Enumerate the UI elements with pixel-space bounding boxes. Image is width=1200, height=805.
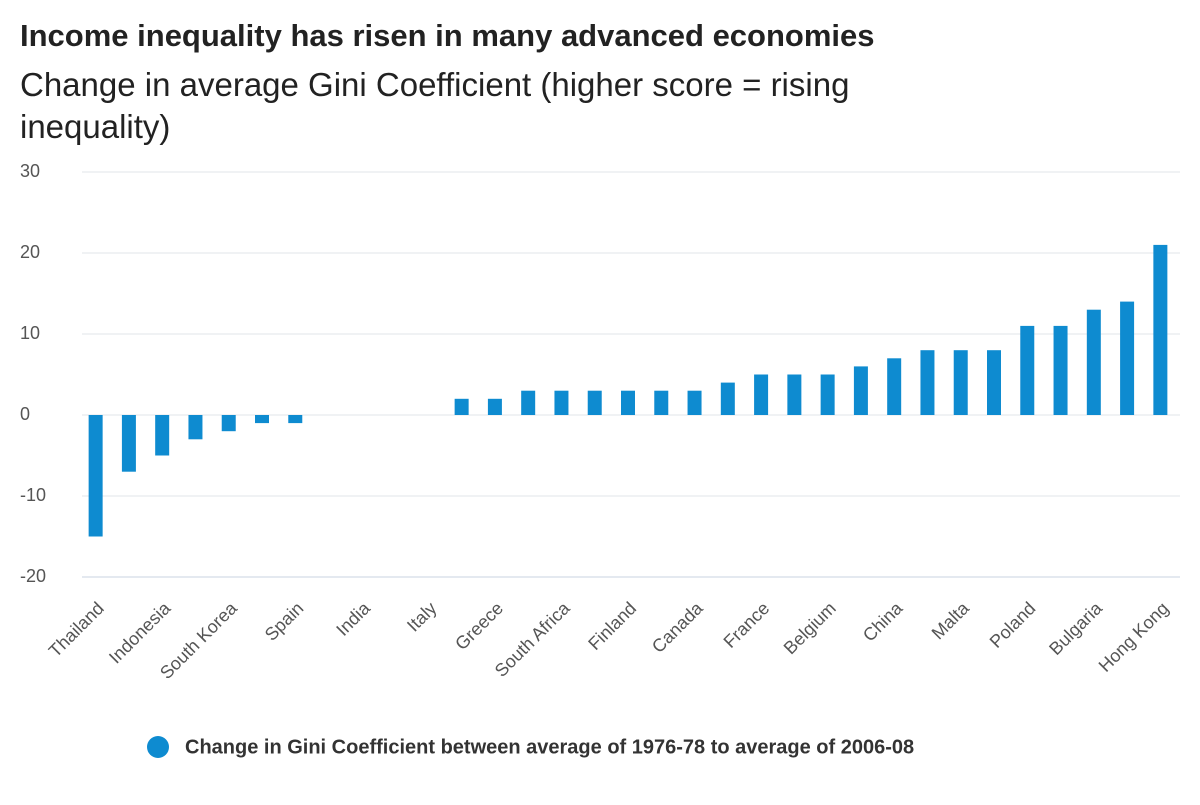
legend-label: Change in Gini Coefficient between avera… [185, 736, 914, 758]
subtitle-box: Change in average Gini Coefficient (high… [20, 66, 850, 145]
bar [155, 415, 170, 456]
x-tick-label: Thailand [45, 598, 108, 661]
bar [953, 350, 968, 415]
bar [687, 390, 702, 415]
bar [487, 398, 502, 415]
x-tick-label: India [332, 597, 374, 639]
bar [720, 382, 735, 415]
chart-subtitle: Change in average Gini Coefficient (high… [20, 66, 850, 145]
x-tick-label: Finland [584, 598, 640, 654]
x-tick-label: Hong Kong [1095, 598, 1173, 676]
x-tick-label: Poland [986, 598, 1040, 652]
y-tick-label: 20 [20, 242, 40, 262]
bar [255, 415, 269, 424]
x-tick-label: Malta [928, 597, 974, 643]
bar [454, 398, 469, 415]
bar [820, 374, 835, 415]
bar [654, 390, 669, 415]
x-tick-label: Canada [648, 597, 707, 656]
y-tick-label: 0 [20, 404, 30, 424]
y-tick-label: 30 [20, 161, 40, 181]
bar [754, 374, 769, 415]
x-tick-label: Italy [403, 598, 440, 635]
bar [121, 415, 136, 472]
bar [920, 350, 935, 415]
bar [887, 358, 902, 415]
bar [787, 374, 802, 415]
bar [521, 390, 536, 415]
y-tick-label: -10 [20, 485, 46, 505]
y-tick-label: 10 [20, 323, 40, 343]
bar [621, 390, 635, 415]
x-tick-label: Indonesia [105, 597, 175, 667]
bar [554, 390, 569, 415]
bar [188, 415, 203, 440]
bar [987, 350, 1001, 415]
bar [853, 366, 868, 415]
legend-marker [147, 736, 169, 758]
x-tick-label: China [859, 597, 907, 645]
bar [1020, 325, 1035, 415]
chart-title: Income inequality has risen in many adva… [20, 18, 875, 53]
bar [587, 390, 602, 415]
bar [88, 415, 103, 537]
bar [1086, 309, 1101, 415]
y-tick-label: -20 [20, 566, 46, 586]
bar [288, 415, 303, 424]
bar [221, 415, 236, 432]
x-tick-label: France [720, 598, 774, 652]
x-tick-label: Greece [451, 598, 507, 654]
x-tick-label: Spain [261, 598, 308, 645]
bar [1053, 325, 1068, 415]
bar [1120, 301, 1135, 415]
x-tick-label: Belgium [780, 598, 840, 658]
x-tick-label: Bulgaria [1045, 597, 1107, 659]
bar [1153, 244, 1168, 415]
